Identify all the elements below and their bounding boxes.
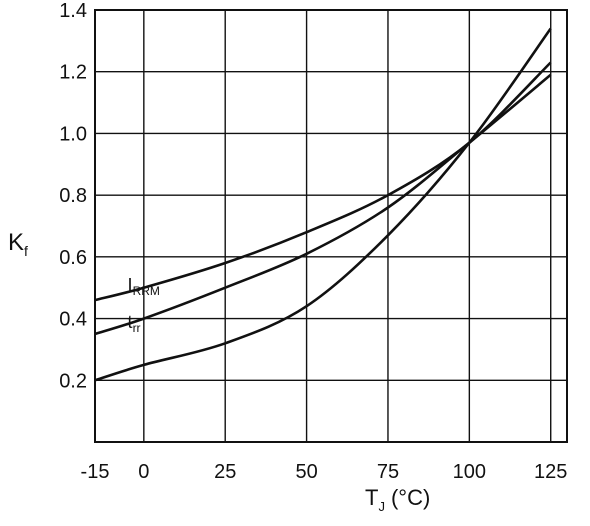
x-axis-label-unit: (°C) <box>391 485 430 510</box>
plot-area <box>95 10 567 442</box>
x-axis-label: TJ (°C) <box>365 485 430 514</box>
series-label-sub: RRM <box>133 284 160 298</box>
y-axis-label: Kf <box>8 229 28 259</box>
plot-frame <box>94 9 568 443</box>
x-tick-label: -15 <box>81 461 110 483</box>
y-tick-label: 0.6 <box>59 247 87 269</box>
y-tick-label: 0.2 <box>59 370 87 392</box>
series-label-sub: rr <box>133 321 141 335</box>
x-tick-label: 125 <box>534 461 567 483</box>
x-axis-label-sub: J <box>378 499 385 514</box>
series-line-3 <box>94 27 552 382</box>
series-label-2: trr <box>128 312 141 335</box>
y-tick-label: 0.4 <box>59 309 87 331</box>
x-tick-label: 75 <box>377 461 399 483</box>
x-tick-label: 0 <box>138 461 149 483</box>
x-tick-label: 100 <box>453 461 486 483</box>
x-tick-label: 50 <box>295 461 317 483</box>
y-tick-label: 1.0 <box>59 123 87 145</box>
series-label-1: IRRM <box>128 275 160 298</box>
x-axis-label-main: T <box>365 485 378 510</box>
y-tick-label: 1.2 <box>59 62 87 84</box>
y-tick-label: 0.8 <box>59 185 87 207</box>
y-tick-label: 1.4 <box>59 0 87 22</box>
series-label-main: t <box>128 312 133 332</box>
curves <box>94 27 552 382</box>
x-tick-label: 25 <box>214 461 236 483</box>
series-label-main: I <box>128 275 133 295</box>
y-tick-labels: 0.2 0.4 0.6 0.8 1.0 1.2 1.4 <box>59 0 87 392</box>
y-axis-label-main: K <box>8 229 24 256</box>
y-axis-label-sub: f <box>24 243 28 259</box>
grid <box>95 10 567 442</box>
x-tick-labels: -15 0 25 50 75 100 125 <box>81 461 568 483</box>
